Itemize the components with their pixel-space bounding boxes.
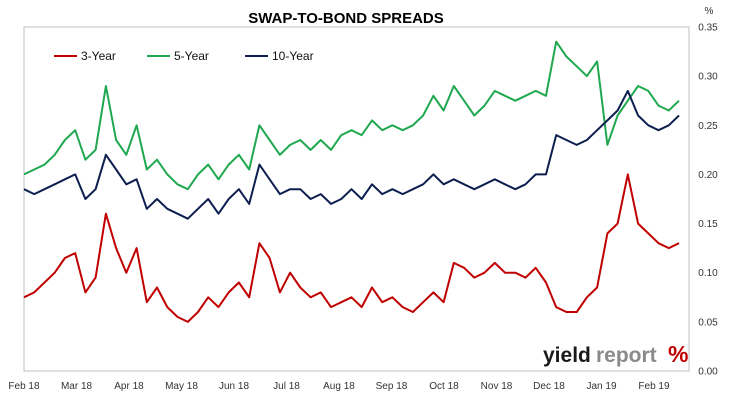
logo-word-main: yield	[543, 344, 591, 367]
y-tick-label: 0.25	[698, 121, 718, 132]
x-tick-label: Feb 19	[638, 381, 670, 392]
x-tick-label: Jan 19	[586, 381, 616, 392]
series-layer	[23, 40, 680, 323]
x-tick-label: Feb 18	[8, 381, 40, 392]
x-tick-label: Jul 18	[273, 381, 300, 392]
legend-label: 5-Year	[174, 49, 209, 63]
x-axis: Feb 18 Mar 18 Apr 18 May 18 Jun 18 Jul 18 Aug …	[8, 381, 670, 392]
x-tick-label: Aug 18	[323, 381, 355, 392]
x-tick-label: Apr 18	[114, 381, 144, 392]
logo-percent-icon: %	[668, 341, 688, 367]
yieldreport-logo: yield report %	[543, 341, 688, 367]
series-line-5-year	[23, 40, 680, 191]
y-tick-label: 0.10	[698, 268, 718, 279]
unit-label: %	[705, 6, 714, 17]
y-tick-label: 0.05	[698, 317, 718, 328]
x-tick-label: Sep 18	[376, 381, 408, 392]
chart-title: SWAP-TO-BOND SPREADS	[248, 10, 444, 27]
x-tick-label: Nov 18	[481, 381, 513, 392]
x-tick-label: Jun 18	[219, 381, 249, 392]
series-line-3-year	[23, 173, 680, 323]
y-axis: 0.00 0.05 0.10 0.15 0.20 0.25 0.30 0.35	[698, 23, 718, 378]
y-tick-label: 0.35	[698, 23, 718, 34]
y-tick-label: 0.00	[698, 367, 718, 378]
x-tick-label: Dec 18	[533, 381, 565, 392]
y-tick-label: 0.20	[698, 170, 718, 181]
plot-frame	[23, 26, 690, 372]
x-tick-label: Oct 18	[429, 381, 459, 392]
x-tick-label: Mar 18	[61, 381, 93, 392]
x-tick-label: May 18	[165, 381, 198, 392]
legend-label: 3-Year	[81, 49, 116, 63]
series-line-10-year	[23, 89, 680, 220]
legend: 3-Year 5-Year 10-Year	[54, 49, 314, 63]
legend-label: 10-Year	[272, 49, 314, 63]
y-tick-label: 0.15	[698, 219, 718, 230]
logo-word-sub: report	[596, 344, 657, 367]
y-tick-label: 0.30	[698, 72, 718, 83]
